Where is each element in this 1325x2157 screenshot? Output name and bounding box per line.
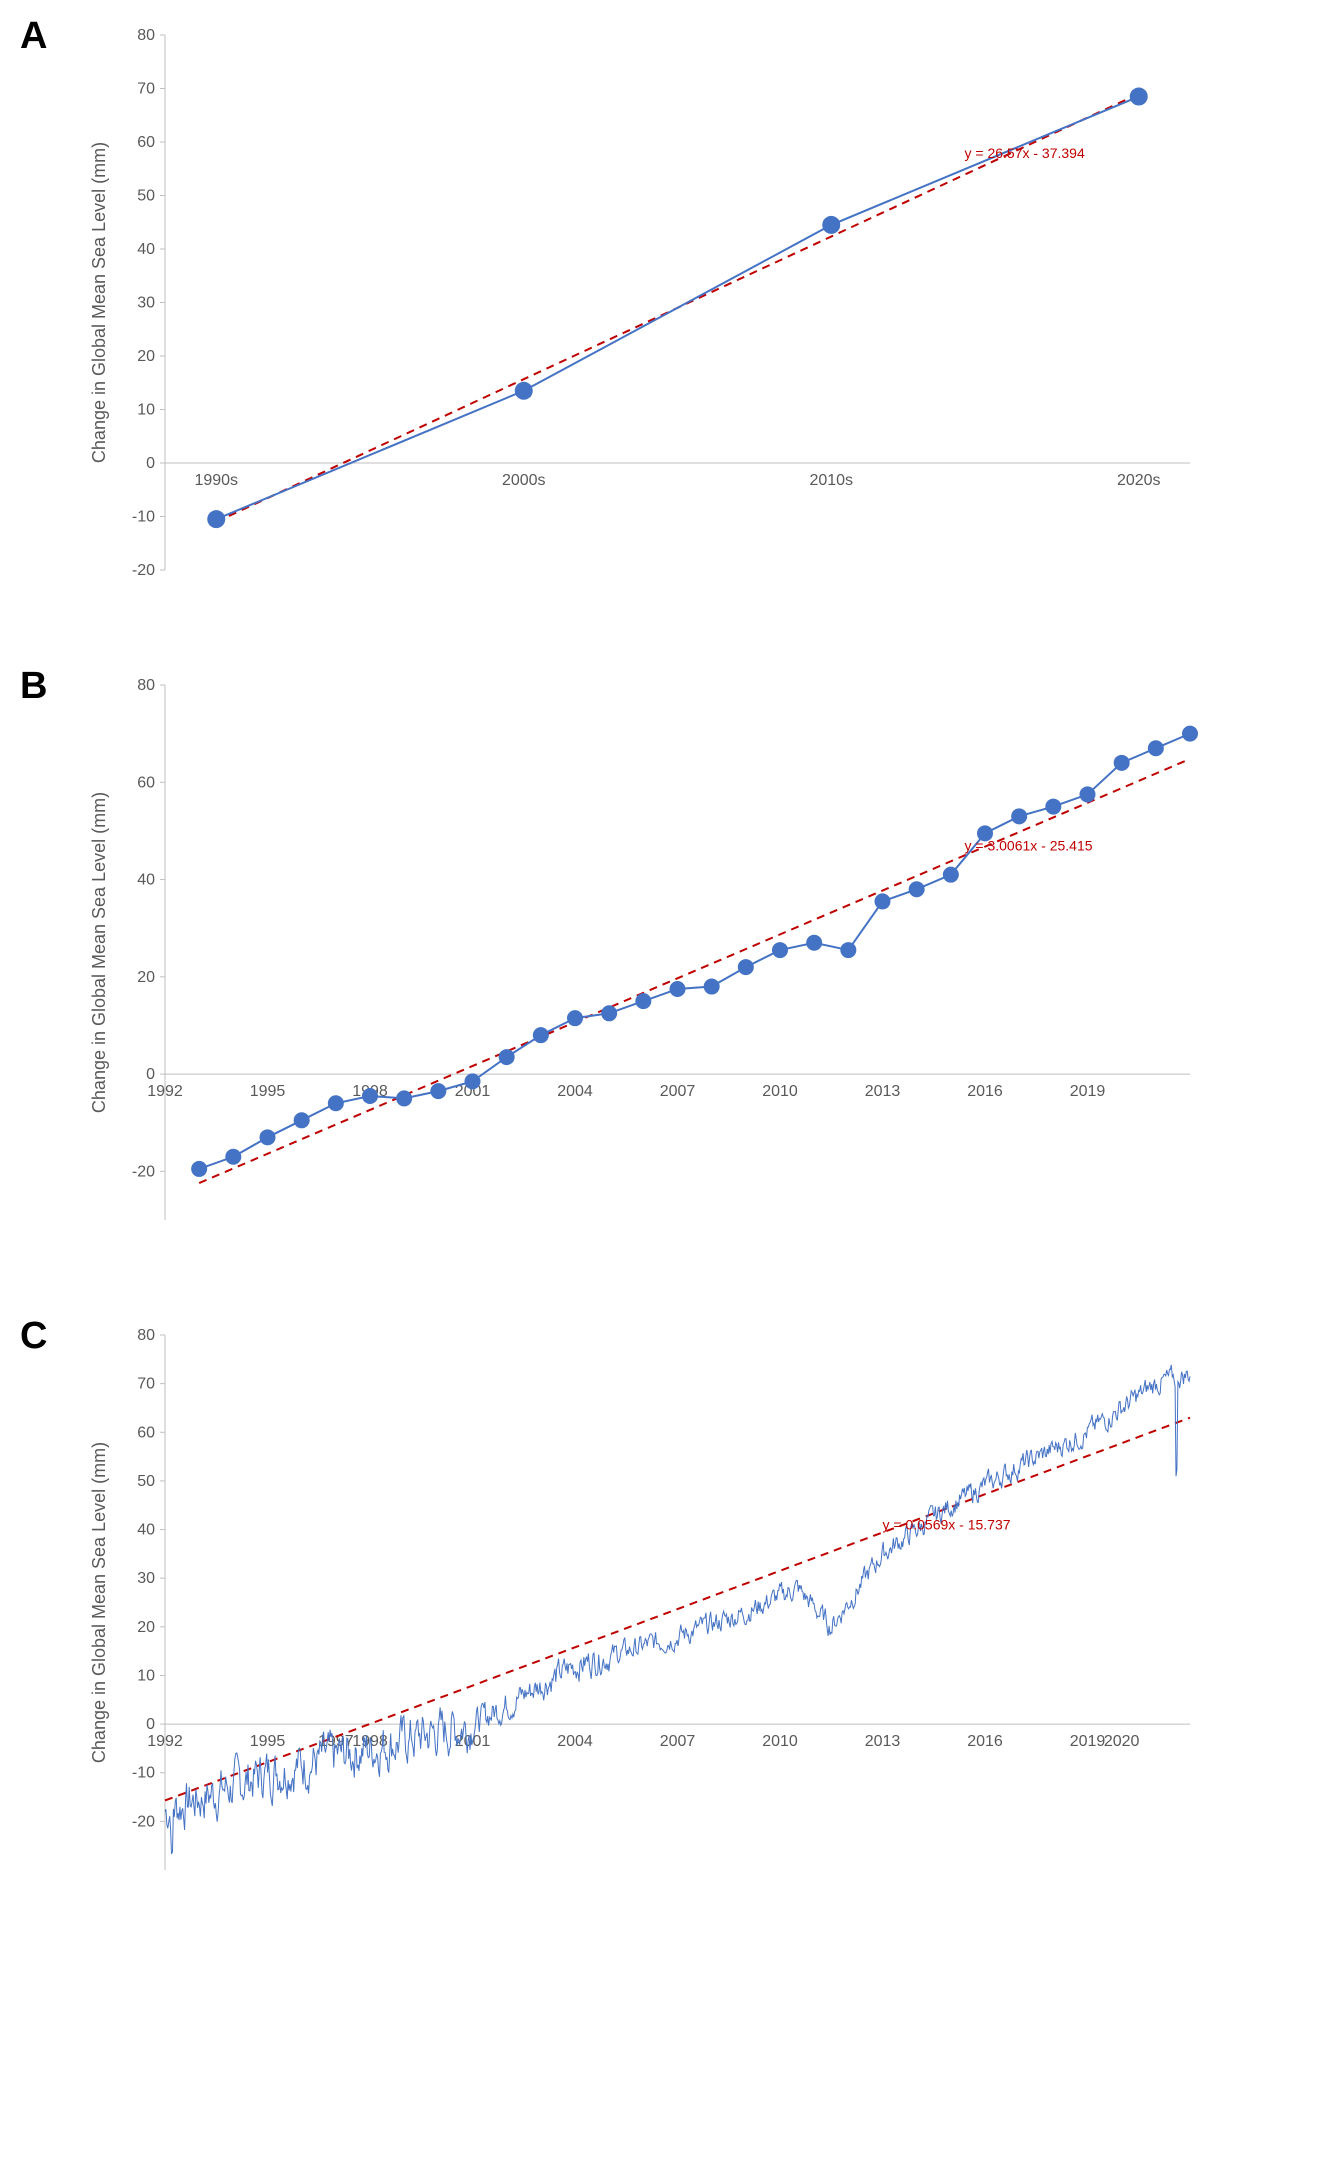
panel-label-a: A <box>20 15 70 58</box>
panel-c: C -20-1001020304050607080199219951998200… <box>20 1320 1305 1910</box>
svg-text:2004: 2004 <box>557 1733 593 1750</box>
svg-text:70: 70 <box>137 1376 155 1393</box>
svg-text:0: 0 <box>146 455 155 472</box>
chart-b: -200204060801992199519982001200420072010… <box>70 670 1220 1260</box>
svg-text:80: 80 <box>137 27 155 44</box>
svg-text:2020s: 2020s <box>1117 472 1161 489</box>
svg-text:2010: 2010 <box>762 1733 798 1750</box>
svg-text:Change in Global Mean Sea Leve: Change in Global Mean Sea Level (mm) <box>89 792 109 1113</box>
svg-text:2013: 2013 <box>865 1733 901 1750</box>
svg-text:1992: 1992 <box>147 1733 183 1750</box>
chart-c: -20-100102030405060708019921995199820012… <box>70 1320 1220 1910</box>
svg-text:10: 10 <box>137 402 155 419</box>
svg-text:2020: 2020 <box>1104 1733 1140 1750</box>
svg-text:40: 40 <box>137 1522 155 1539</box>
svg-text:2016: 2016 <box>967 1083 1003 1100</box>
svg-text:2004: 2004 <box>557 1083 593 1100</box>
svg-text:20: 20 <box>137 348 155 365</box>
svg-text:-20: -20 <box>132 1163 155 1180</box>
svg-text:2007: 2007 <box>660 1733 696 1750</box>
svg-text:Change in Global Mean Sea Leve: Change in Global Mean Sea Level (mm) <box>89 1442 109 1763</box>
svg-text:0: 0 <box>146 1716 155 1733</box>
svg-text:1990s: 1990s <box>194 472 238 489</box>
chart-b-wrap: -200204060801992199519982001200420072010… <box>70 670 1220 1260</box>
svg-text:50: 50 <box>137 1473 155 1490</box>
svg-text:0: 0 <box>146 1066 155 1083</box>
svg-text:20: 20 <box>137 1619 155 1636</box>
svg-text:10: 10 <box>137 1667 155 1684</box>
figure-container: A -20-10010203040506070801990s2000s2010s… <box>20 20 1305 1910</box>
svg-text:Change in Global Mean Sea Leve: Change in Global Mean Sea Level (mm) <box>89 142 109 463</box>
chart-a-wrap: -20 -10 0 10 20 30 40 50 60 70 80 1990s 2000s 2010s 20… <box>70 20 1220 610</box>
svg-text:40: 40 <box>137 872 155 889</box>
svg-text:2016: 2016 <box>967 1733 1003 1750</box>
chart-c-wrap: -20-100102030405060708019921995199820012… <box>70 1320 1220 1910</box>
svg-text:2010: 2010 <box>762 1083 798 1100</box>
svg-text:y = 0.0569x - 15.737: y = 0.0569x - 15.737 <box>883 1517 1011 1533</box>
svg-text:2019: 2019 <box>1070 1083 1106 1100</box>
svg-text:2013: 2013 <box>865 1083 901 1100</box>
svg-text:1995: 1995 <box>250 1083 286 1100</box>
panel-label-b: B <box>20 665 70 708</box>
svg-text:1992: 1992 <box>147 1083 183 1100</box>
panel-a: A -20-10010203040506070801990s2000s2010s… <box>20 20 1305 610</box>
panel-b: B -2002040608019921995199820012004200720… <box>20 670 1305 1260</box>
svg-text:80: 80 <box>137 677 155 694</box>
svg-text:60: 60 <box>137 134 155 151</box>
svg-text:-10: -10 <box>132 1765 155 1782</box>
svg-text:2007: 2007 <box>660 1083 696 1100</box>
svg-text:30: 30 <box>137 295 155 312</box>
svg-text:2010s: 2010s <box>809 472 853 489</box>
svg-text:2019: 2019 <box>1070 1733 1106 1750</box>
svg-text:-20: -20 <box>132 562 155 579</box>
svg-text:30: 30 <box>137 1570 155 1587</box>
svg-text:20: 20 <box>137 969 155 986</box>
svg-text:-10: -10 <box>132 509 155 526</box>
svg-text:40: 40 <box>137 241 155 258</box>
chart-a: -20 -10 0 10 20 30 40 50 60 70 80 1990s 2000s 2010s 20… <box>70 20 1220 610</box>
svg-text:2000s: 2000s <box>502 472 546 489</box>
svg-text:50: 50 <box>137 188 155 205</box>
svg-text:y = 3.0061x - 25.415: y = 3.0061x - 25.415 <box>965 837 1093 853</box>
svg-text:y = 26.57x - 37.394: y = 26.57x - 37.394 <box>965 145 1085 161</box>
svg-text:70: 70 <box>137 81 155 98</box>
svg-text:60: 60 <box>137 774 155 791</box>
svg-text:80: 80 <box>137 1327 155 1344</box>
panel-label-c: C <box>20 1315 70 1358</box>
svg-text:-20: -20 <box>132 1813 155 1830</box>
svg-text:1995: 1995 <box>250 1733 286 1750</box>
svg-text:60: 60 <box>137 1424 155 1441</box>
